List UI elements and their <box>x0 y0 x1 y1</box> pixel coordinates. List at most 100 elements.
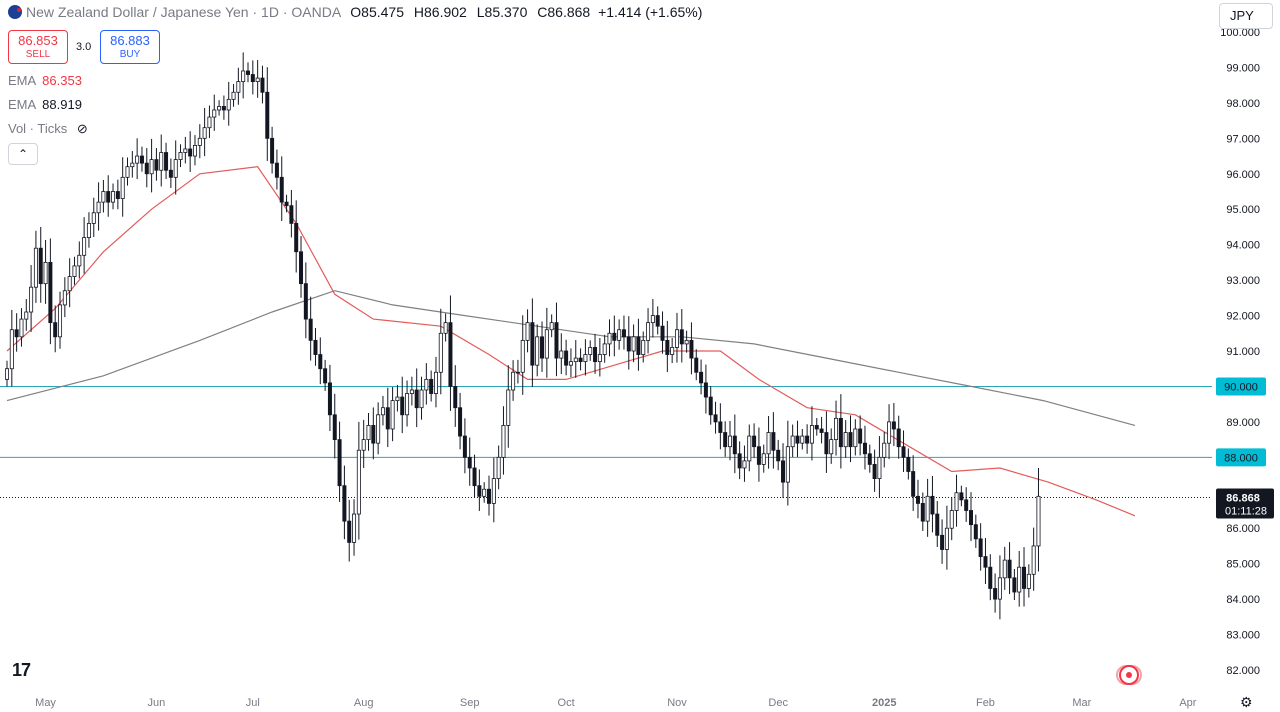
candle <box>477 469 482 511</box>
currency-selector[interactable]: JPY <box>1219 3 1273 29</box>
candle <box>1012 568 1017 600</box>
candle <box>964 487 969 522</box>
candle <box>255 60 260 98</box>
candle <box>993 573 998 613</box>
x-tick-label: Apr <box>1179 697 1196 709</box>
x-tick-label: May <box>35 697 56 709</box>
candle <box>294 200 299 273</box>
low-value: 85.370 <box>484 4 528 20</box>
candlesticks <box>5 52 1041 620</box>
candle <box>843 420 848 458</box>
horizontal-levels <box>0 385 1212 498</box>
x-tick-label: Oct <box>558 697 575 709</box>
candle <box>983 537 988 584</box>
candle <box>756 427 761 482</box>
tradingview-logo-icon[interactable]: 17 <box>12 660 31 680</box>
candle <box>891 402 896 446</box>
y-tick-label: 94.000 <box>1226 240 1260 252</box>
candle <box>467 437 472 486</box>
candle <box>997 555 1002 620</box>
candle <box>91 197 96 237</box>
volume-label: Vol · Ticks <box>8 121 68 136</box>
y-tick-label: 93.000 <box>1226 275 1260 287</box>
candle <box>120 157 125 217</box>
low-label: L <box>476 4 485 20</box>
candle <box>544 307 549 378</box>
candle <box>641 331 646 363</box>
x-tick-label: Aug <box>354 697 374 709</box>
y-tick-label: 91.000 <box>1226 346 1260 358</box>
candle <box>795 420 800 457</box>
collapse-legend-button[interactable]: ⌃ <box>8 143 38 165</box>
candle <box>665 320 670 373</box>
y-tick-label: 85.000 <box>1226 559 1260 571</box>
x-tick-label: Mar <box>1072 697 1091 709</box>
spread-value: 3.0 <box>76 41 92 53</box>
x-tick-label: Nov <box>667 697 687 709</box>
candle <box>809 406 814 461</box>
candle <box>308 296 313 361</box>
buy-button[interactable]: 86.883 BUY <box>100 30 160 64</box>
candle <box>593 333 598 374</box>
y-tick-label: 95.000 <box>1226 204 1260 216</box>
candle <box>48 238 53 345</box>
y-tick-label: 86.000 <box>1226 523 1260 535</box>
candle <box>482 482 487 503</box>
candle <box>785 420 790 506</box>
candle <box>646 308 651 354</box>
candle <box>260 65 265 104</box>
candle <box>935 501 940 548</box>
candle <box>814 418 819 436</box>
candle <box>178 144 183 168</box>
candle <box>472 454 477 498</box>
sell-label: SELL <box>25 49 51 60</box>
candle <box>1026 564 1031 598</box>
candle <box>284 194 289 213</box>
candle <box>694 349 699 381</box>
candle <box>1031 527 1036 591</box>
candle <box>588 340 593 361</box>
candle <box>236 67 241 105</box>
candle <box>732 414 737 474</box>
x-tick-label: Dec <box>768 697 788 709</box>
candle <box>631 324 636 363</box>
candle <box>24 299 29 331</box>
candle <box>279 156 284 222</box>
candle <box>978 523 983 571</box>
candle <box>940 519 945 564</box>
sell-button[interactable]: 86.853 SELL <box>8 30 68 64</box>
candle <box>602 334 607 363</box>
time-axis[interactable]: May Jun Jul Aug Sep Oct Nov Dec 2025 Feb Mar Apr <box>35 697 1197 709</box>
ema-indicator-2[interactable]: EMA 88.919 <box>8 97 82 112</box>
y-tick-label: 83.000 <box>1226 630 1260 642</box>
high-label: H <box>413 4 425 20</box>
candle <box>438 308 443 395</box>
change-value: +1.414 (+1.65%) <box>598 4 703 20</box>
replay-icon[interactable] <box>1112 664 1148 686</box>
price-axis[interactable]: 100.000 99.000 98.000 97.000 96.000 95.000 94.… <box>1220 27 1260 677</box>
volume-indicator[interactable]: Vol · Ticks ⊘ <box>8 121 88 137</box>
candle <box>776 439 781 471</box>
candle <box>433 356 438 408</box>
candle <box>650 299 655 338</box>
candle <box>58 291 63 349</box>
ema-indicator-1[interactable]: EMA 86.353 <box>8 73 82 88</box>
y-tick-label: 100.000 <box>1220 27 1260 39</box>
candle <box>915 479 920 519</box>
candle <box>390 387 395 442</box>
symbol-title[interactable]: New Zealand Dollar / Japanese Yen · 1D ·… <box>26 4 341 20</box>
candle <box>838 394 843 469</box>
candle <box>409 376 414 406</box>
settings-gear-icon[interactable]: ⚙ <box>1240 694 1253 710</box>
candle <box>568 348 573 378</box>
candle <box>443 313 448 342</box>
ema-lines <box>6 166 1136 517</box>
candle <box>742 445 747 482</box>
candle <box>583 339 588 376</box>
candle <box>525 309 530 353</box>
level-tag-text: 90.000 <box>1224 381 1258 393</box>
eye-hidden-icon[interactable]: ⊘ <box>76 121 88 136</box>
candle <box>1017 550 1022 607</box>
candle <box>342 465 347 540</box>
